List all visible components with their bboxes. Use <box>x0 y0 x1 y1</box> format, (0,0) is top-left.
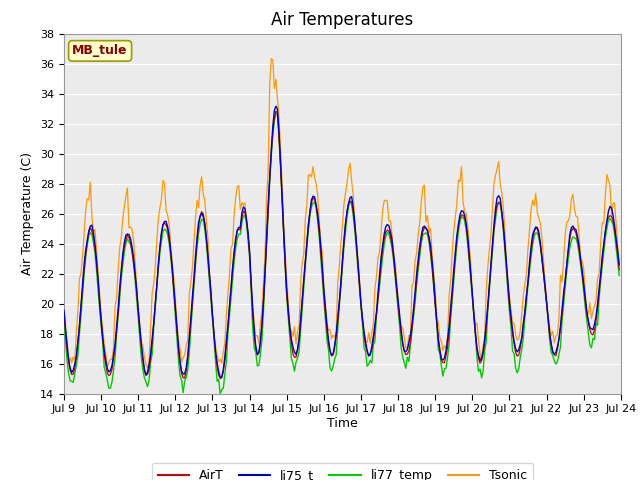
Legend: AirT, li75_t, li77_temp, Tsonic: AirT, li75_t, li77_temp, Tsonic <box>152 463 533 480</box>
Title: Air Temperatures: Air Temperatures <box>271 11 413 29</box>
Text: MB_tule: MB_tule <box>72 44 128 58</box>
Y-axis label: Air Temperature (C): Air Temperature (C) <box>22 152 35 275</box>
X-axis label: Time: Time <box>327 417 358 430</box>
